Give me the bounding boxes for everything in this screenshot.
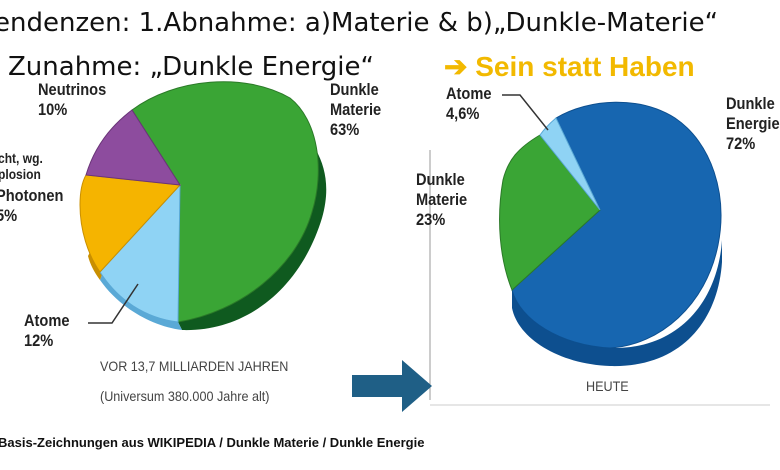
- pie-left-slice-photons: [79, 174, 182, 273]
- pie-left-label-dark-matter: Dunkle Materie 63%: [330, 80, 381, 140]
- headline-line-2: Zunahme: „Dunkle Energie“: [8, 52, 374, 82]
- pie-right-label-atoms: Atome 4,6%: [446, 84, 491, 124]
- pie-right-slice-dark-energy: [511, 101, 722, 349]
- pie-left-label-dark-matter-line2: Materie: [330, 100, 382, 119]
- pie-left-slice-neutrinos: [85, 109, 181, 186]
- pie-chart-today: [499, 94, 722, 367]
- pie-left-label-dark-matter-line1: Dunkle: [330, 80, 379, 99]
- pie-right-label-dark-energy-value: 72%: [726, 134, 756, 153]
- headline-line-1: endenzen: 1.Abnahme: a)Materie & b)„Dunk…: [0, 8, 719, 38]
- highlight-label: Sein statt Haben: [475, 51, 695, 82]
- pie-right-caption: HEUTE: [586, 378, 629, 394]
- pie-left-label-neutrinos-name: Neutrinos: [38, 80, 107, 99]
- pie-left-slice-atoms: [99, 183, 181, 323]
- footer-source-note: Basis-Zeichnungen aus WIKIPEDIA / Dunkle…: [0, 435, 425, 450]
- pie-left-caption-line2: (Universum 380.000 Jahre alt): [100, 388, 270, 404]
- pie-left-slice-dark-matter: [131, 81, 319, 323]
- pie-left-label-photons-name: Photonen: [0, 186, 64, 205]
- highlight-text: ➔ Sein statt Haben: [444, 50, 695, 83]
- pie-left-atoms-leader-line: [88, 283, 139, 324]
- pie-right-atoms-leader-line: [502, 94, 549, 131]
- pie-left-label-neutrinos-value: 10%: [38, 100, 68, 119]
- pie-left-label-atoms: Atome 12%: [24, 311, 69, 351]
- pie-right-label-dark-energy-line1: Dunkle: [726, 94, 775, 113]
- pie-left-label-neutrinos: Neutrinos 10%: [38, 80, 106, 120]
- pie-right-label-dark-energy: Dunkle Energie 72%: [726, 94, 780, 154]
- pie-chart-early-universe: [79, 81, 327, 331]
- pie-right-slice-atoms: [539, 117, 601, 211]
- pie-right-label-atoms-name: Atome: [446, 84, 492, 103]
- pie-right-label-dark-matter-line2: Materie: [416, 190, 468, 209]
- pie-left-label-photons-value: 5%: [0, 206, 18, 225]
- transition-arrow-icon: [352, 360, 432, 412]
- pie-left-depth-photons: [88, 252, 103, 280]
- pie-left-label-dark-matter-value: 63%: [330, 120, 360, 139]
- pie-left-photon-note-line2: plosion: [0, 166, 41, 182]
- pie-left-caption-line1: VOR 13,7 MILLIARDEN JAHREN: [100, 358, 289, 374]
- pie-right-label-dark-matter: Dunkle Materie 23%: [416, 170, 467, 230]
- pie-right-label-dark-matter-value: 23%: [416, 210, 446, 229]
- pie-right-depth: [512, 240, 722, 367]
- pie-left-label-photons: Photonen 5%: [0, 186, 63, 226]
- pie-right-slice-dark-matter: [499, 134, 601, 291]
- pie-right-label-dark-matter-line1: Dunkle: [416, 170, 465, 189]
- pie-right-label-atoms-value: 4,6%: [446, 104, 480, 123]
- highlight-arrow-icon: ➔: [444, 51, 468, 82]
- pie-left-depth-atoms: [100, 272, 182, 330]
- pie-right-label-dark-energy-line2: Energie: [726, 114, 780, 133]
- pie-left-label-photons-note: cht, wg. plosion: [0, 150, 43, 182]
- pie-left-photon-note-line1: cht, wg.: [0, 150, 43, 166]
- pie-left-label-atoms-name: Atome: [24, 311, 70, 330]
- pie-left-label-atoms-value: 12%: [24, 331, 54, 350]
